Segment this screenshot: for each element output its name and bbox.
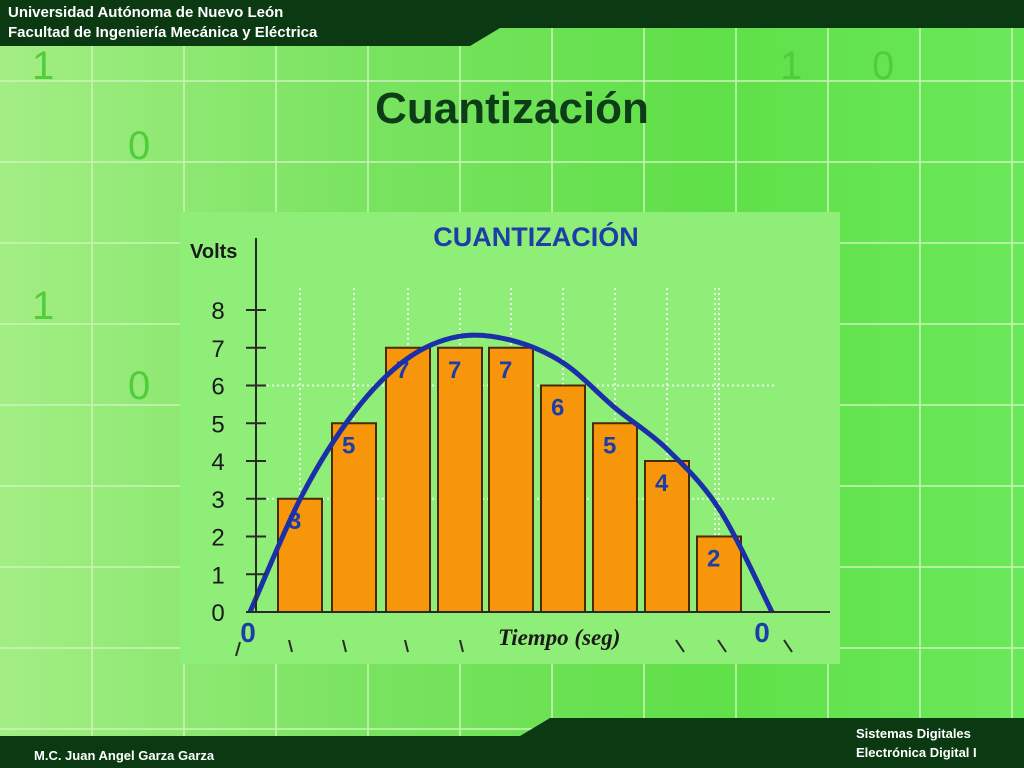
bar-value-label: 7 xyxy=(448,357,461,384)
x-tick-label: 0 xyxy=(754,617,770,648)
x-tick xyxy=(459,639,464,653)
x-tick xyxy=(717,639,727,653)
bar-value-label: 6 xyxy=(551,395,564,422)
bar xyxy=(696,535,742,613)
y-tick-label: 0 xyxy=(211,600,224,627)
bar xyxy=(437,346,483,613)
x-tick-label: 0 xyxy=(240,617,256,648)
y-axis-label: Volts xyxy=(190,241,237,263)
x-axis-label: Tiempo (seg) xyxy=(498,625,620,650)
y-tick-label: 8 xyxy=(211,298,224,325)
x-tick xyxy=(288,639,293,653)
bar-value-label: 2 xyxy=(707,546,720,573)
x-tick xyxy=(675,639,685,653)
footer-course-2: Electrónica Digital I xyxy=(856,745,977,760)
header-shape xyxy=(0,0,1024,46)
bar-value-label: 5 xyxy=(342,432,355,459)
decor-digit-1: 1 xyxy=(32,44,55,88)
bar xyxy=(488,346,534,613)
decor-digit-6: 0 xyxy=(872,44,895,88)
bar xyxy=(592,422,638,613)
decor-digit-4: 0 xyxy=(128,364,151,408)
y-tick-label: 5 xyxy=(211,411,224,438)
bar xyxy=(644,460,690,613)
bar-value-label: 5 xyxy=(603,432,616,459)
footer-author: M.C. Juan Angel Garza Garza xyxy=(34,748,215,763)
decor-digit-5: 1 xyxy=(780,44,803,88)
x-tick xyxy=(342,639,347,653)
x-tick xyxy=(404,639,409,653)
decor-digit-3: 0 xyxy=(128,124,151,168)
y-tick-label: 1 xyxy=(211,562,224,589)
x-tick xyxy=(783,639,793,653)
footer-bar: M.C. Juan Angel Garza Garza Sistemas Dig… xyxy=(0,714,1024,768)
slide-title: Cuantización xyxy=(375,84,649,133)
y-tick-label: 3 xyxy=(211,487,224,514)
y-tick-label: 2 xyxy=(211,525,224,552)
university-name: Universidad Autónoma de Nuevo León xyxy=(8,4,284,21)
decor-digit-2: 1 xyxy=(32,284,55,328)
bar xyxy=(385,346,431,613)
y-tick-label: 7 xyxy=(211,336,224,363)
bar-value-label: 7 xyxy=(499,357,512,384)
chart-title: CUANTIZACIÓN xyxy=(433,221,638,252)
y-tick-label: 4 xyxy=(211,449,224,476)
bar-value-label: 4 xyxy=(655,470,669,497)
footer-course-1: Sistemas Digitales xyxy=(856,726,971,741)
analog-signal-curve xyxy=(247,332,775,614)
header-bar: Universidad Autónoma de Nuevo León Facul… xyxy=(0,0,1024,46)
y-tick-label: 6 xyxy=(211,374,224,401)
bar xyxy=(277,497,323,613)
bar xyxy=(331,422,377,613)
x-tick xyxy=(235,641,241,657)
faculty-name: Facultad de Ingeniería Mecánica y Eléctr… xyxy=(8,24,318,41)
footer-shape xyxy=(0,718,1024,768)
